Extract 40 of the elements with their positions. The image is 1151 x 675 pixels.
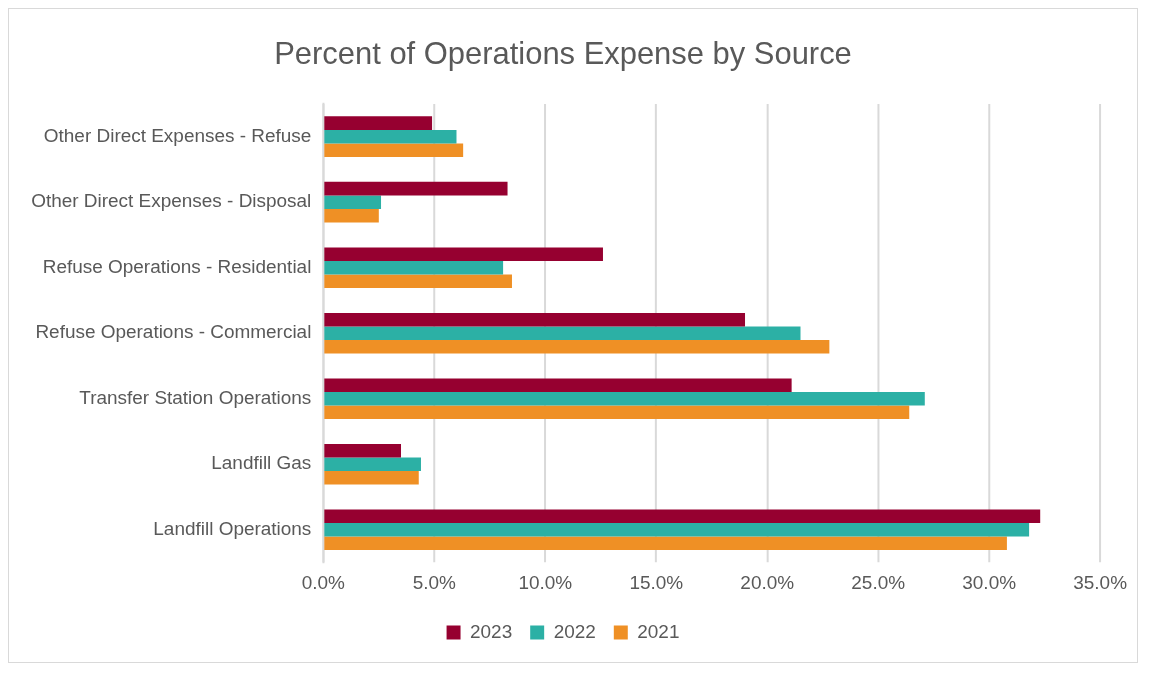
x-tick-label: 20.0% [740, 572, 795, 594]
bar [324, 509, 1041, 523]
bar [324, 339, 830, 354]
bar [324, 522, 1030, 537]
bar [324, 312, 746, 327]
x-tick-label: 35.0% [1073, 572, 1128, 594]
bar [324, 129, 457, 144]
bar [324, 405, 910, 420]
x-tick-label: 10.0% [518, 572, 573, 594]
bar [324, 143, 464, 157]
x-tick-label: 0.0% [301, 572, 346, 594]
bar [324, 326, 801, 340]
bar [324, 260, 504, 275]
y-tick-label: Other Direct Expenses - Refuse [43, 124, 312, 146]
bar [324, 443, 401, 458]
bar [324, 208, 379, 223]
bar [324, 536, 1007, 551]
bar [324, 378, 792, 392]
x-tick-label: 15.0% [629, 572, 684, 594]
x-tick-label: 5.0% [412, 572, 457, 594]
legend-label: 2023 [470, 620, 513, 642]
chart-title: Percent of Operations Expense by Source [274, 36, 852, 71]
bar [324, 116, 433, 130]
bar [324, 274, 512, 288]
legend-label: 2021 [637, 620, 680, 642]
y-tick-label: Landfill Gas [211, 452, 312, 474]
x-tick-label: 30.0% [962, 572, 1017, 594]
legend-label: 2022 [553, 620, 596, 642]
y-tick-label: Landfill Operations [153, 517, 312, 539]
y-tick-label: Transfer Station Operations [79, 386, 312, 408]
bar [324, 181, 508, 196]
bar [324, 247, 603, 261]
bar [324, 471, 419, 485]
y-tick-label: Refuse Operations - Commercial [35, 321, 312, 343]
bar [324, 457, 421, 471]
x-tick-label: 25.0% [851, 572, 906, 594]
bar [324, 195, 382, 209]
y-tick-label: Refuse Operations - Residential [42, 255, 312, 277]
bar [324, 391, 925, 406]
y-tick-label: Other Direct Expenses - Disposal [31, 190, 312, 212]
